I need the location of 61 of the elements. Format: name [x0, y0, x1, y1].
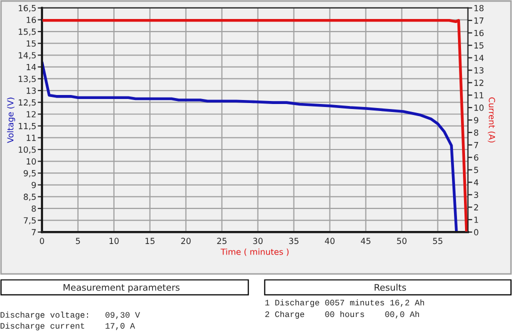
x-tick-label: 35 [289, 238, 298, 244]
x-tick-label: 25 [217, 238, 226, 244]
y-tick-label: 16 [26, 16, 36, 24]
x-tick-label: 45 [360, 238, 370, 244]
x-tick-label: 30 [253, 238, 263, 244]
text: Results [374, 284, 406, 291]
text: 1 Discharge 0057 minutes 16,2 Ah [265, 299, 424, 308]
y2-tick-label: 16 [474, 30, 484, 36]
y2-tick-label: 10 [474, 104, 484, 111]
y2-tick-label: 15 [474, 42, 484, 49]
y2-tick-label: 4 [474, 179, 478, 186]
x-tick-label: 55 [433, 238, 442, 244]
y2-tick-label: 12 [474, 80, 484, 86]
x-tick-label: 5 [76, 238, 80, 244]
y-tick-label: 14 [26, 64, 36, 70]
y2-tick-label: 5 [474, 166, 478, 174]
y2-tick-label: 1 [474, 216, 478, 223]
y-tick-label: 10,5 [18, 146, 36, 154]
y-tick-label: 16,5 [18, 4, 36, 12]
y-tick-label: 9,5 [24, 170, 36, 178]
y-tick-label: 14,5 [18, 52, 36, 60]
x-tick-label: 40 [324, 238, 335, 244]
text: 2 Charge 00 hours 00,0 Ah [265, 310, 419, 319]
y2-tick-label: 8 [474, 129, 478, 136]
y2-tick-label: 11 [474, 92, 484, 98]
y-tick-label: 15 [26, 40, 36, 47]
y-tick-label: 7,5 [24, 217, 36, 224]
y2-tick-label: 3 [474, 192, 478, 198]
y2-tick-label: 17 [474, 18, 484, 24]
y-tick-label: 7 [32, 229, 36, 236]
y-tick-label: 15,5 [18, 28, 36, 36]
x-tick-label: 50 [397, 238, 407, 244]
y2-tick-label: 14 [474, 54, 484, 61]
y2-tick-label: 0 [474, 229, 478, 236]
y-axis-title: Voltage (V) [7, 98, 16, 144]
text: Discharge current 17,0 A [0, 322, 136, 330]
x-tick-label: 20 [181, 238, 191, 244]
y-tick-label: 8,5 [24, 194, 36, 201]
y-tick-label: 11,5 [18, 123, 36, 130]
y2-axis-title: Current (A) [488, 97, 496, 142]
y2-tick-label: 6 [474, 154, 478, 161]
text: Discharge voltage: 09,30 V [0, 312, 140, 320]
y2-tick-label: 7 [474, 142, 478, 148]
y-tick-label: 10 [26, 158, 36, 165]
y-tick-label: 8 [32, 205, 36, 212]
y-tick-label: 12,5 [18, 99, 36, 106]
text: Measurement parameters [64, 284, 180, 293]
y-tick-label: 13 [26, 88, 36, 94]
y2-tick-label: 2 [474, 204, 478, 210]
line-series [42, 60, 458, 232]
y-tick-label: 11 [26, 134, 36, 141]
y-tick-label: 9 [32, 182, 36, 188]
y2-tick-label: 13 [474, 67, 484, 74]
y2-tick-label: 18 [474, 4, 484, 12]
x-tick-label: 0 [40, 238, 44, 244]
y2-tick-label: 9 [474, 117, 478, 124]
x-tick-label: 10 [110, 238, 119, 244]
y-tick-label: 12 [26, 111, 36, 118]
x-axis-title: Time ( minutes ) [220, 248, 289, 256]
y-tick-label: 13,5 [18, 76, 36, 83]
x-tick-label: 15 [146, 238, 154, 244]
